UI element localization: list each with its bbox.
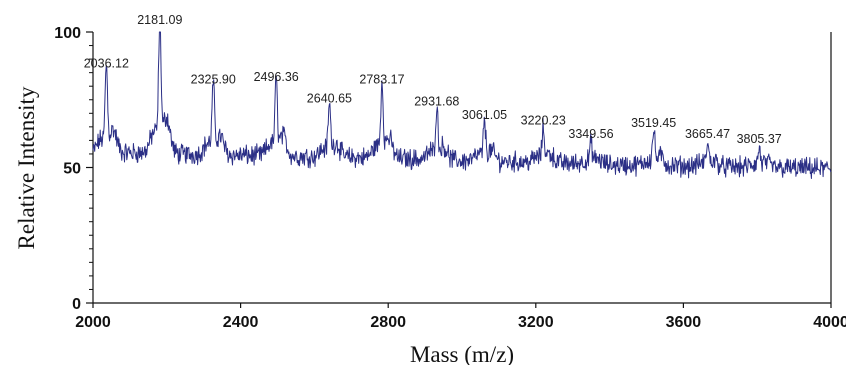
peak-label: 3519.45 [631,116,676,130]
peak-label: 2640.65 [307,92,352,106]
y-tick-label: 0 [72,296,81,313]
x-ticks: 2000 2400 2800 3200 3600 4000 [75,303,846,331]
peak-label: 2496.36 [254,70,299,84]
x-tick-label: 2400 [223,314,259,331]
peak-label: 2181.09 [137,13,182,27]
peak-label: 2783.17 [359,73,404,87]
peak-labels: 2036.12 2181.09 2325.90 2496.36 2640.65 2783.… [84,13,782,146]
peak-label: 3665.47 [685,127,730,141]
x-tick-label: 2000 [75,314,111,331]
peak-label: 3220.23 [521,113,566,127]
y-tick-label: 50 [63,161,81,178]
y-axis-title: Relative Intensity [14,86,39,249]
peak-label: 2325.90 [191,73,236,87]
peak-label: 3061.05 [462,108,507,122]
peak-label: 3805.37 [737,132,782,146]
x-tick-label: 2800 [370,314,406,331]
peak-label: 2036.12 [84,56,129,70]
spectrum-line [92,31,832,179]
peak-label: 3349.56 [568,127,613,141]
y-tick-label: 100 [54,25,81,42]
y-ticks: 0 50 100 [54,25,93,313]
x-tick-label: 4000 [813,314,846,331]
x-tick-label: 3600 [666,314,702,331]
y-minor-ticks [89,45,93,290]
peak-label: 2931.68 [414,94,459,108]
x-tick-label: 3200 [518,314,554,331]
x-axis-title: Mass (m/z) [410,342,514,365]
